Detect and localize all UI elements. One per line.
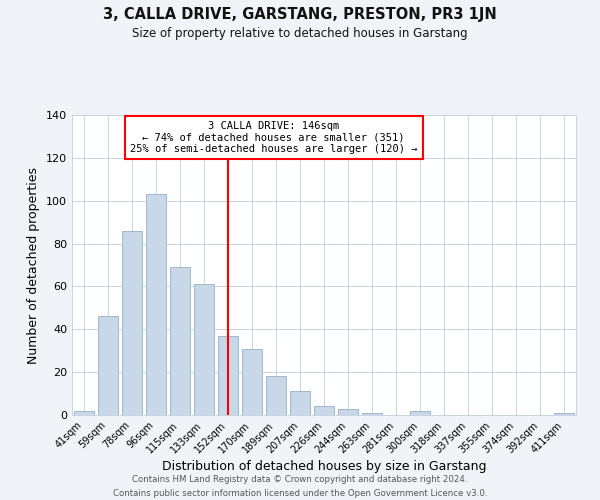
- Bar: [170, 267, 190, 415]
- Text: Contains HM Land Registry data © Crown copyright and database right 2024.
Contai: Contains HM Land Registry data © Crown c…: [113, 476, 487, 498]
- Bar: [122, 230, 142, 415]
- Bar: [554, 413, 574, 415]
- Bar: [314, 406, 334, 415]
- Bar: [290, 392, 310, 415]
- Y-axis label: Number of detached properties: Number of detached properties: [28, 166, 40, 364]
- Bar: [194, 284, 214, 415]
- Bar: [338, 408, 358, 415]
- Text: 3, CALLA DRIVE, GARSTANG, PRESTON, PR3 1JN: 3, CALLA DRIVE, GARSTANG, PRESTON, PR3 1…: [103, 8, 497, 22]
- Text: Size of property relative to detached houses in Garstang: Size of property relative to detached ho…: [132, 28, 468, 40]
- Bar: [218, 336, 238, 415]
- Text: 3 CALLA DRIVE: 146sqm
← 74% of detached houses are smaller (351)
25% of semi-det: 3 CALLA DRIVE: 146sqm ← 74% of detached …: [130, 121, 418, 154]
- Bar: [146, 194, 166, 415]
- Bar: [362, 413, 382, 415]
- Bar: [242, 348, 262, 415]
- Bar: [98, 316, 118, 415]
- Bar: [266, 376, 286, 415]
- Bar: [74, 410, 94, 415]
- Bar: [410, 410, 430, 415]
- X-axis label: Distribution of detached houses by size in Garstang: Distribution of detached houses by size …: [162, 460, 486, 473]
